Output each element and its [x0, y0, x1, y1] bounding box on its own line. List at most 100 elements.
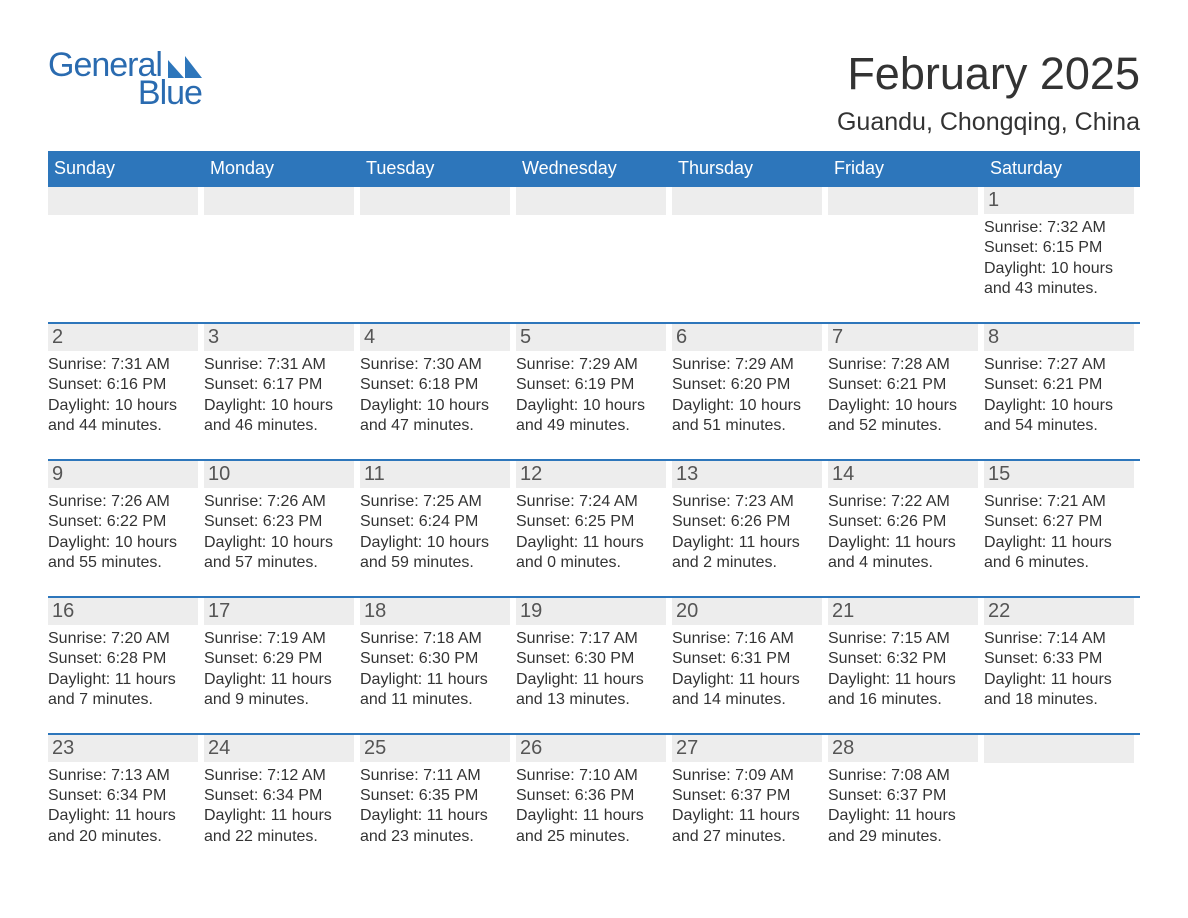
daylight-line: Daylight: 11 hours and 6 minutes.: [984, 533, 1128, 574]
sunset-line: Sunset: 6:23 PM: [204, 512, 348, 532]
sunrise-line: Sunrise: 7:18 AM: [360, 629, 504, 649]
day-body: Sunrise: 7:15 AMSunset: 6:32 PMDaylight:…: [828, 629, 978, 711]
sunset-line: Sunset: 6:33 PM: [984, 649, 1128, 669]
sunset-line: Sunset: 6:21 PM: [984, 375, 1128, 395]
day-cell: 13Sunrise: 7:23 AMSunset: 6:26 PMDayligh…: [672, 461, 828, 574]
day-number: 15: [984, 461, 1134, 488]
day-number: 21: [828, 598, 978, 625]
sunrise-line: Sunrise: 7:30 AM: [360, 355, 504, 375]
dow-cell: Saturday: [984, 151, 1140, 187]
day-number: 3: [204, 324, 354, 351]
sunrise-line: Sunrise: 7:15 AM: [828, 629, 972, 649]
sunrise-line: Sunrise: 7:22 AM: [828, 492, 972, 512]
day-cell: 20Sunrise: 7:16 AMSunset: 6:31 PMDayligh…: [672, 598, 828, 711]
day-number: 12: [516, 461, 666, 488]
sunrise-line: Sunrise: 7:23 AM: [672, 492, 816, 512]
day-number: 23: [48, 735, 198, 762]
sunset-line: Sunset: 6:34 PM: [204, 786, 348, 806]
day-body: Sunrise: 7:12 AMSunset: 6:34 PMDaylight:…: [204, 766, 354, 848]
daylight-line: Daylight: 10 hours and 52 minutes.: [828, 396, 972, 437]
sunrise-line: Sunrise: 7:26 AM: [204, 492, 348, 512]
sunrise-line: Sunrise: 7:12 AM: [204, 766, 348, 786]
empty-day-bar: [984, 735, 1134, 763]
day-number: 7: [828, 324, 978, 351]
sunrise-line: Sunrise: 7:09 AM: [672, 766, 816, 786]
day-body: Sunrise: 7:19 AMSunset: 6:29 PMDaylight:…: [204, 629, 354, 711]
day-number: 19: [516, 598, 666, 625]
day-body: Sunrise: 7:24 AMSunset: 6:25 PMDaylight:…: [516, 492, 666, 574]
sunset-line: Sunset: 6:21 PM: [828, 375, 972, 395]
daylight-line: Daylight: 11 hours and 27 minutes.: [672, 806, 816, 847]
empty-day-bar: [672, 187, 822, 215]
week-row: 23 Sunrise: 7:13 AMSunset: 6:34 PMDayligh…: [48, 735, 1140, 848]
day-number: 17: [204, 598, 354, 625]
daylight-line: Daylight: 10 hours and 51 minutes.: [672, 396, 816, 437]
sunrise-line: Sunrise: 7:26 AM: [48, 492, 192, 512]
sunset-line: Sunset: 6:35 PM: [360, 786, 504, 806]
day-number: 8: [984, 324, 1134, 351]
daylight-line: Daylight: 10 hours and 46 minutes.: [204, 396, 348, 437]
day-number: 16: [48, 598, 198, 625]
empty-day-bar: [828, 187, 978, 215]
day-cell: [204, 187, 360, 300]
day-number: 9: [48, 461, 198, 488]
daylight-line: Daylight: 11 hours and 29 minutes.: [828, 806, 972, 847]
sunset-line: Sunset: 6:20 PM: [672, 375, 816, 395]
sunset-line: Sunset: 6:30 PM: [360, 649, 504, 669]
dow-cell: Tuesday: [360, 151, 516, 187]
sunset-line: Sunset: 6:26 PM: [828, 512, 972, 532]
day-cell: 12 Sunrise: 7:24 AMSunset: 6:25 PMDayligh…: [516, 461, 672, 574]
title-block: February 2025 Guandu, Chongqing, China: [837, 48, 1140, 137]
daylight-line: Daylight: 10 hours and 59 minutes.: [360, 533, 504, 574]
daylight-line: Daylight: 11 hours and 18 minutes.: [984, 670, 1128, 711]
day-number: 24: [204, 735, 354, 762]
day-cell: 2Sunrise: 7:31 AMSunset: 6:16 PMDaylight…: [48, 324, 204, 437]
day-cell: [48, 187, 204, 300]
week-row: 2Sunrise: 7:31 AMSunset: 6:16 PMDaylight…: [48, 324, 1140, 437]
day-cell: 9 Sunrise: 7:26 AMSunset: 6:22 PMDaylight…: [48, 461, 204, 574]
sunset-line: Sunset: 6:26 PM: [672, 512, 816, 532]
day-cell: 27 Sunrise: 7:09 AMSunset: 6:37 PMDayligh…: [672, 735, 828, 848]
sunset-line: Sunset: 6:37 PM: [672, 786, 816, 806]
sunrise-line: Sunrise: 7:27 AM: [984, 355, 1128, 375]
day-cell: 28Sunrise: 7:08 AMSunset: 6:37 PMDayligh…: [828, 735, 984, 848]
day-body: Sunrise: 7:08 AMSunset: 6:37 PMDaylight:…: [828, 766, 978, 848]
sunrise-line: Sunrise: 7:32 AM: [984, 218, 1128, 238]
day-body: Sunrise: 7:30 AMSunset: 6:18 PMDaylight:…: [360, 355, 510, 437]
day-body: Sunrise: 7:29 AMSunset: 6:20 PMDaylight:…: [672, 355, 822, 437]
day-cell: 4Sunrise: 7:30 AMSunset: 6:18 PMDaylight…: [360, 324, 516, 437]
day-number: 20: [672, 598, 822, 625]
dow-header-row: SundayMondayTuesdayWednesdayThursdayFrid…: [48, 151, 1140, 187]
day-number: 11: [360, 461, 510, 488]
day-number: 18: [360, 598, 510, 625]
sunset-line: Sunset: 6:16 PM: [48, 375, 192, 395]
day-body: Sunrise: 7:32 AMSunset: 6:15 PMDaylight:…: [984, 218, 1134, 300]
day-cell: 6Sunrise: 7:29 AMSunset: 6:20 PMDaylight…: [672, 324, 828, 437]
daylight-line: Daylight: 10 hours and 54 minutes.: [984, 396, 1128, 437]
sunset-line: Sunset: 6:17 PM: [204, 375, 348, 395]
day-number: 27: [672, 735, 822, 762]
sunrise-line: Sunrise: 7:29 AM: [516, 355, 660, 375]
day-body: Sunrise: 7:31 AMSunset: 6:17 PMDaylight:…: [204, 355, 354, 437]
sunrise-line: Sunrise: 7:19 AM: [204, 629, 348, 649]
sunrise-line: Sunrise: 7:17 AM: [516, 629, 660, 649]
sunrise-line: Sunrise: 7:10 AM: [516, 766, 660, 786]
location: Guandu, Chongqing, China: [837, 108, 1140, 137]
day-number: 10: [204, 461, 354, 488]
sunset-line: Sunset: 6:15 PM: [984, 238, 1128, 258]
dow-cell: Thursday: [672, 151, 828, 187]
daylight-line: Daylight: 10 hours and 55 minutes.: [48, 533, 192, 574]
sunset-line: Sunset: 6:32 PM: [828, 649, 972, 669]
sunset-line: Sunset: 6:22 PM: [48, 512, 192, 532]
sunset-line: Sunset: 6:30 PM: [516, 649, 660, 669]
sunrise-line: Sunrise: 7:31 AM: [48, 355, 192, 375]
day-cell: 25Sunrise: 7:11 AMSunset: 6:35 PMDayligh…: [360, 735, 516, 848]
day-body: Sunrise: 7:11 AMSunset: 6:35 PMDaylight:…: [360, 766, 510, 848]
day-body: Sunrise: 7:13 AMSunset: 6:34 PMDaylight:…: [48, 766, 198, 848]
brand-logo: General Blue: [48, 48, 202, 110]
daylight-line: Daylight: 11 hours and 14 minutes.: [672, 670, 816, 711]
daylight-line: Daylight: 11 hours and 16 minutes.: [828, 670, 972, 711]
day-body: Sunrise: 7:20 AMSunset: 6:28 PMDaylight:…: [48, 629, 198, 711]
sunset-line: Sunset: 6:37 PM: [828, 786, 972, 806]
day-body: Sunrise: 7:27 AMSunset: 6:21 PMDaylight:…: [984, 355, 1134, 437]
